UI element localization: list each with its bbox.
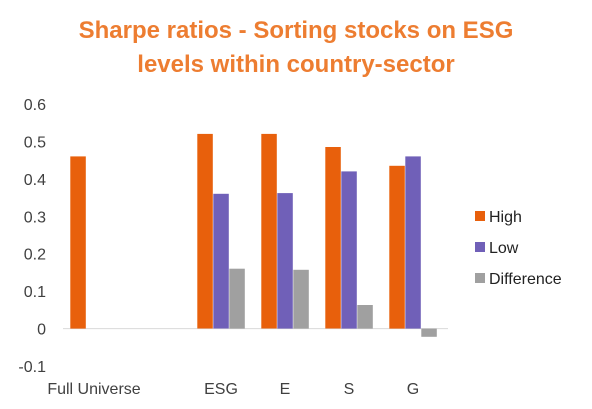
bar-low-esg <box>213 193 229 329</box>
bar-high-s <box>325 147 341 329</box>
bar-high-e <box>261 133 277 329</box>
x-tick-label: G <box>407 381 419 398</box>
legend-swatch-high <box>475 211 485 221</box>
x-tick-label: S <box>344 381 355 398</box>
y-tick-label: 0.6 <box>24 97 46 114</box>
legend-label-difference: Difference <box>489 271 562 288</box>
chart-title-line-1: Sharpe ratios - Sorting stocks on ESG <box>78 17 514 44</box>
bar-high-esg <box>197 133 213 329</box>
bar-low-g <box>405 156 421 329</box>
y-tick-label: 0.3 <box>24 209 46 226</box>
bar-difference-esg <box>229 268 245 329</box>
bar-difference-s <box>357 305 373 329</box>
legend-swatch-difference <box>475 273 485 283</box>
legend-label-high: High <box>489 209 522 226</box>
bar-high-full-universe <box>70 156 86 329</box>
bar-high-g <box>389 165 405 329</box>
legend-swatch-low <box>475 242 485 252</box>
bar-difference-e <box>293 269 309 329</box>
y-tick-label: -0.1 <box>18 359 46 376</box>
x-tick-label: E <box>280 381 291 398</box>
x-tick-label: Full Universe <box>47 381 140 398</box>
bar-low-s <box>341 171 357 329</box>
x-axis-tick-labels: Full Universe ESG E S G <box>47 381 419 398</box>
legend-label-low: Low <box>489 240 519 257</box>
bar-low-e <box>277 193 293 329</box>
y-tick-label: 0.4 <box>24 172 46 189</box>
plot-area <box>63 133 448 337</box>
y-tick-label: 0.5 <box>24 134 46 151</box>
chart-title: Sharpe ratios - Sorting stocks on ESG le… <box>0 14 592 82</box>
legend: High Low Difference <box>475 209 562 288</box>
x-tick-label: ESG <box>204 381 238 398</box>
y-tick-label: 0 <box>37 322 46 339</box>
y-tick-label: 0.1 <box>24 284 46 301</box>
bar-difference-g <box>421 328 437 337</box>
y-axis-tick-labels: 0.6 0.5 0.4 0.3 0.2 0.1 0 -0.1 <box>18 97 46 376</box>
y-tick-label: 0.2 <box>24 247 46 264</box>
chart-title-line-2: levels within country-sector <box>137 51 455 78</box>
